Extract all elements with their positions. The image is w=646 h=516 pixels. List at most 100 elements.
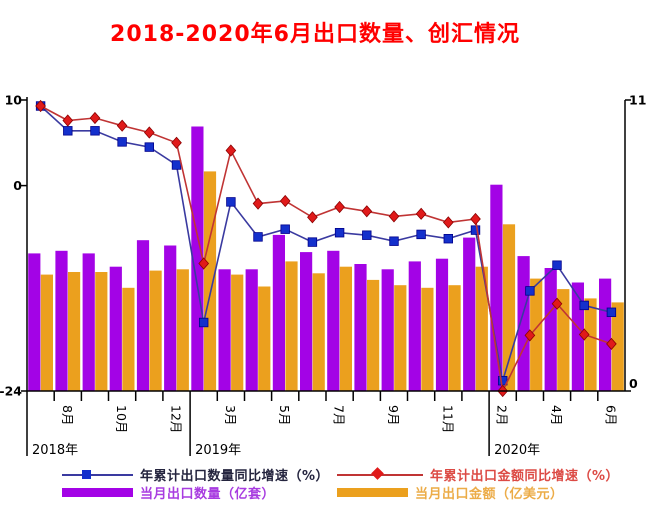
diamond-marker-icon	[252, 197, 264, 210]
diamond-marker-icon	[361, 205, 373, 218]
diamond-marker-icon	[198, 257, 210, 270]
diamond-marker-icon	[143, 126, 155, 139]
diamond-marker-icon	[334, 200, 345, 214]
diamond-marker-icon	[524, 329, 536, 342]
legend-label-value-bar: 当月出口金额（亿美元）	[415, 487, 564, 502]
bar-quantity	[463, 237, 476, 391]
diamond-marker-icon	[279, 194, 291, 208]
square-marker-icon	[470, 225, 481, 235]
chart-title: 2018-2020年6月出口数量、创汇情况	[110, 22, 520, 47]
diamond-marker-icon	[415, 207, 427, 220]
purple-bar-swatch-icon	[62, 488, 133, 497]
legend-label-value-growth: 年累计出口金额同比增速（%）	[430, 469, 620, 484]
diamond-marker-icon	[62, 114, 74, 127]
bar-value	[475, 266, 488, 391]
x-tick-label: 11月	[440, 405, 455, 433]
bar-value	[95, 272, 108, 391]
axis-labels: 10 0 -24 11 0 8月 10月 12月 3月 5月 7月 9月 11月 2月 4月 6月 2018年 2…	[0, 93, 646, 459]
diamond-marker-icon	[171, 136, 182, 149]
diamond-marker-icon	[551, 297, 563, 310]
bar-quantity	[490, 184, 503, 391]
orange-bar-swatch-icon	[337, 488, 408, 497]
bar-value	[68, 272, 81, 391]
legend-item-value-bar: 当月出口金额（亿美元）	[337, 483, 564, 502]
svg-text:0: 0	[13, 178, 22, 193]
square-marker-icon	[63, 126, 73, 136]
red-diamond-marker-icon	[371, 466, 384, 480]
bar-quantity	[435, 258, 449, 391]
bar-value	[584, 298, 597, 391]
bar-value	[40, 274, 53, 391]
bar-value	[149, 270, 162, 391]
axes	[21, 97, 631, 456]
line-series-0	[35, 101, 617, 386]
year-label: 2018年	[32, 443, 78, 458]
diamond-marker-icon	[307, 211, 318, 224]
square-marker-icon	[606, 307, 617, 318]
square-marker-icon	[525, 286, 535, 296]
square-marker-icon	[389, 236, 399, 246]
year-label: 2019年	[195, 443, 241, 458]
diamond-marker-icon	[89, 111, 101, 125]
square-marker-icon	[198, 317, 209, 328]
bar-quantity	[82, 253, 95, 391]
bar-quantity	[245, 269, 258, 391]
svg-text:0: 0	[629, 376, 638, 391]
bar-value	[312, 273, 325, 391]
bar-quantity	[327, 250, 340, 391]
x-tick-label: 7月	[332, 405, 347, 425]
diamond-marker-icon	[470, 212, 481, 226]
square-marker-icon	[253, 232, 263, 242]
bar-value	[530, 278, 543, 391]
svg-text:-24: -24	[0, 384, 22, 399]
bar-value	[367, 279, 380, 391]
bar-quantity	[381, 269, 394, 391]
x-tick-label: 5月	[277, 405, 292, 425]
bar-quantity	[136, 240, 150, 391]
x-tick-label: 9月	[386, 405, 401, 425]
diamond-marker-icon	[116, 119, 128, 132]
legend-row-lines: 年累计出口数量同比增速（%） 年累计出口金额同比增速（%）	[0, 465, 646, 484]
bar-quantity	[599, 278, 612, 391]
diamond-marker-icon	[578, 328, 590, 341]
legend-label-quantity-growth: 年累计出口数量同比增速（%）	[140, 469, 330, 484]
square-marker-icon	[362, 230, 372, 240]
bar-value	[176, 269, 189, 391]
bar-value	[258, 286, 271, 391]
square-marker-icon	[307, 237, 318, 247]
square-marker-icon	[117, 137, 127, 147]
bar-value	[122, 287, 135, 391]
bar-value	[611, 302, 624, 391]
x-tick-label: 12月	[169, 405, 184, 433]
square-marker-icon	[552, 260, 562, 270]
x-tick-label: 3月	[223, 405, 238, 425]
diamond-marker-icon	[35, 99, 46, 113]
bar-quantity	[164, 245, 177, 391]
blue-line-sample	[62, 469, 133, 479]
square-marker-icon	[171, 160, 182, 170]
x-tick-label: 8月	[60, 405, 75, 425]
bar-quantity	[109, 266, 122, 391]
x-tick-label: 10月	[114, 405, 129, 433]
year-label: 2020年	[494, 443, 540, 458]
bar-value	[421, 287, 434, 391]
square-marker-icon	[416, 229, 426, 240]
bar-quantity	[28, 253, 41, 391]
bar-quantity	[272, 234, 285, 391]
diamond-marker-icon	[225, 144, 237, 157]
legend-item-value-growth: 年累计出口金额同比增速（%）	[337, 465, 619, 484]
bar-quantity	[218, 269, 231, 391]
svg-text:10: 10	[5, 93, 23, 108]
diamond-marker-icon	[388, 210, 400, 223]
bar-value	[203, 171, 217, 391]
bar-value	[448, 285, 461, 391]
square-marker-icon	[144, 142, 155, 152]
x-tick-label: 2月	[495, 405, 510, 425]
bar-value	[339, 266, 352, 391]
square-marker-icon	[443, 233, 454, 244]
bar-value	[231, 274, 244, 391]
bar-quantity	[544, 268, 557, 391]
bar-value	[502, 224, 516, 391]
square-marker-icon	[579, 300, 589, 311]
